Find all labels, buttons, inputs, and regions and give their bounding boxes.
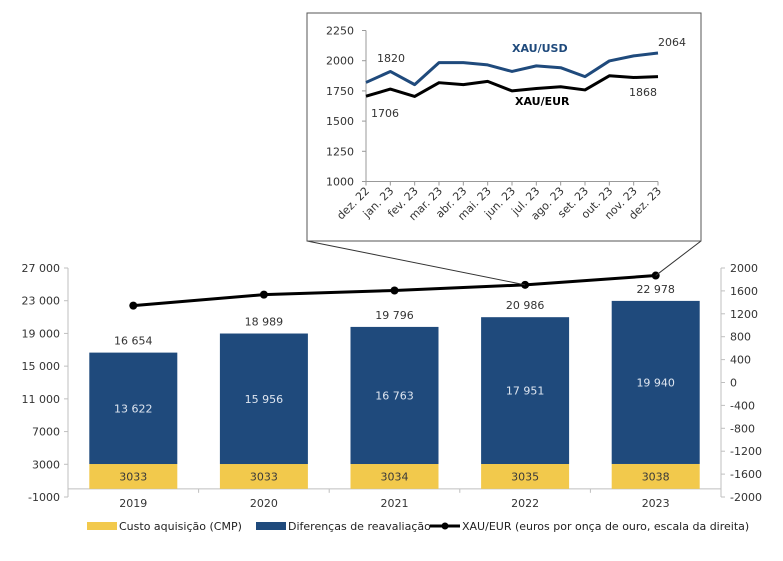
bar-diferencas-reavaliacao (350, 326, 439, 465)
right-axis-tick-label: -1200 (730, 445, 762, 458)
inset-y-tick-label: 1000 (326, 176, 354, 189)
bar-label-custo: 3035 (511, 470, 539, 483)
right-axis-tick-label: -1600 (730, 468, 762, 481)
bar-custo-aquisicao (350, 464, 439, 489)
legend-label: Custo aquisição (CMP) (119, 520, 242, 533)
xau-eur-annual-line (129, 271, 660, 310)
xau-eur-point (259, 290, 268, 299)
inset-frame (306, 12, 702, 242)
x-axis-tick-label: 2021 (381, 497, 409, 510)
bar-total-label: 16 654 (114, 335, 153, 348)
legend-label: Diferenças de reavaliação (288, 520, 431, 533)
main-bars: 3033 13 622 16 654 3033 15 956 18 989 3034 16 7… (89, 283, 700, 489)
bar-label-reavaliacao: 13 622 (114, 402, 153, 415)
left-axis-tick-label: 3000 (32, 458, 60, 471)
inset-annotation: 2064 (658, 36, 686, 49)
right-axis-tick-label: 800 (730, 331, 751, 344)
bar-custo-aquisicao (89, 464, 178, 489)
inset-series-label-usd: XAU/USD (512, 42, 568, 55)
inset-xau-usd-line (365, 51, 659, 87)
inset-y-tick-label: 1500 (326, 115, 354, 128)
right-axis-tick-label: 400 (730, 354, 751, 367)
left-axis-tick-label: -1000 (28, 491, 60, 504)
left-axis-tick-label: 23 000 (22, 295, 61, 308)
bar-label-custo: 3033 (119, 470, 147, 483)
legend-marker (441, 522, 449, 530)
xau-eur-point (129, 301, 138, 310)
inset-xau-eur-line (365, 74, 659, 98)
bar-label-reavaliacao: 16 763 (375, 389, 414, 402)
right-axis-tick-label: -400 (730, 399, 755, 412)
bar-label-custo: 3034 (381, 470, 409, 483)
left-axis-tick-label: 27 000 (22, 262, 61, 275)
bar-diferencas-reavaliacao (219, 333, 308, 465)
right-axis-tick-label: 2000 (730, 262, 758, 275)
bar-label-custo: 3038 (642, 470, 670, 483)
legend-swatch (87, 522, 117, 530)
inset-annotation: 1868 (629, 86, 657, 99)
legend-label: XAU/EUR (euros por onça de ouro, escala … (462, 520, 749, 533)
bar-total-label: 18 989 (245, 316, 284, 329)
xau-eur-point (390, 286, 399, 295)
x-axis-tick-label: 2023 (642, 497, 670, 510)
bar-custo-aquisicao (219, 464, 308, 489)
right-axis-tick-label: 0 (730, 377, 737, 390)
inset-y-tick-label: 1250 (326, 145, 354, 158)
bar-diferencas-reavaliacao (611, 300, 700, 464)
inset-y-tick-label: 1750 (326, 85, 354, 98)
bar-total-label: 20 986 (506, 299, 545, 312)
inset-y-tick-label: 2250 (326, 25, 354, 38)
legend: Custo aquisição (CMP) Diferenças de reava… (87, 520, 749, 533)
inset-series-label-eur: XAU/EUR (515, 95, 570, 108)
bar-custo-aquisicao (481, 463, 570, 489)
bar-diferencas-reavaliacao (481, 317, 570, 464)
bar-total-label: 19 796 (375, 309, 414, 322)
left-axis-tick-label: 7000 (32, 426, 60, 439)
bar-label-reavaliacao: 19 940 (636, 376, 675, 389)
bar-total-label: 22 978 (636, 283, 675, 296)
right-axis-tick-label: -2000 (730, 491, 762, 504)
right-axis-tick-label: -800 (730, 422, 755, 435)
bar-label-reavaliacao: 17 951 (506, 385, 545, 398)
bar-custo-aquisicao (611, 463, 700, 489)
inset-annotation: 1706 (371, 107, 399, 120)
right-axis-tick-label: 1200 (730, 308, 758, 321)
main-axes: 27 000 23 000 19 000 15 000 11 000 7000 3000 -1… (22, 262, 762, 510)
left-axis-tick-label: 15 000 (22, 360, 61, 373)
zoom-connectors (306, 240, 702, 286)
right-axis-tick-label: 1600 (730, 285, 758, 298)
left-axis-tick-label: 19 000 (22, 327, 61, 340)
legend-swatch (256, 522, 286, 530)
bar-diferencas-reavaliacao (89, 352, 178, 465)
connector-right (655, 240, 702, 276)
inset-y-tick-label: 2000 (326, 55, 354, 68)
bar-label-reavaliacao: 15 956 (245, 393, 284, 406)
bar-label-custo: 3033 (250, 470, 278, 483)
connector-left (306, 240, 526, 286)
x-axis-tick-label: 2019 (119, 497, 147, 510)
x-axis-tick-label: 2020 (250, 497, 278, 510)
x-axis-tick-label: 2022 (511, 497, 539, 510)
left-axis-tick-label: 11 000 (22, 393, 61, 406)
inset-annotation: 1820 (377, 52, 405, 65)
